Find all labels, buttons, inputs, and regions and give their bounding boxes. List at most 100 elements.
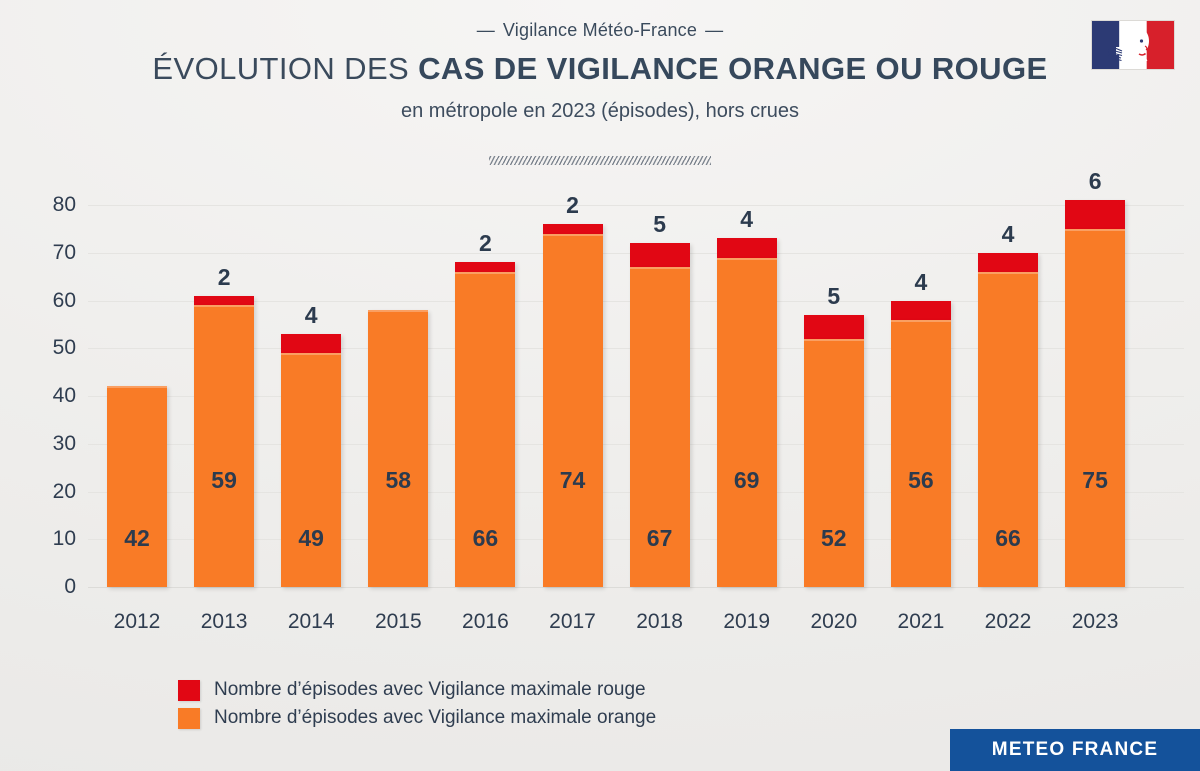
bar-segment-rouge-2014[interactable] (281, 333, 342, 354)
bar-value-rouge-2021: 4 (914, 268, 928, 295)
bar-segment-orange-2012[interactable] (107, 386, 167, 587)
hatched-divider (489, 156, 711, 165)
bar-value-rouge-2019: 4 (740, 206, 754, 233)
x-axis-tick-2019: 2019 (723, 610, 771, 633)
chart-kicker: — Vigilance Météo-France — (0, 20, 1200, 41)
gridline-0 (88, 587, 1184, 588)
bar-2018[interactable]: 67 5 (629, 211, 690, 587)
bar-value-rouge-2016: 2 (478, 230, 492, 257)
marianne-republique-francaise-logo (1091, 20, 1175, 70)
bar-2015[interactable]: 58 (368, 310, 429, 587)
x-axis-tick-2012: 2012 (113, 610, 161, 633)
bar-2014[interactable]: 49 4 (281, 302, 342, 587)
kicker-label: Vigilance Météo-France (502, 20, 698, 40)
legend-label-rouge: Nombre d’épisodes avec Vigilance maximal… (214, 679, 646, 700)
meteo-france-badge[interactable]: METEO FRANCE (950, 729, 1200, 771)
bar-value-orange-2023: 75 (1082, 466, 1108, 493)
bar-2022[interactable]: 66 4 (978, 221, 1038, 587)
gridline-80 (88, 205, 1184, 206)
bar-segment-rouge-2023[interactable] (1065, 200, 1126, 229)
bar-value-rouge-2023: 6 (1088, 168, 1102, 195)
bar-segment-rouge-2017[interactable] (542, 224, 603, 234)
bar-value-rouge-2013: 2 (217, 263, 231, 290)
title-regular: ÉVOLUTION DES (152, 51, 419, 86)
y-axis-tick-30: 30 (52, 431, 76, 455)
bar-segment-orange-2021[interactable] (890, 319, 951, 587)
x-axis-tick-2016: 2016 (462, 610, 509, 633)
y-axis-tick-60: 60 (52, 288, 76, 312)
bar-segment-orange-2018[interactable] (629, 267, 690, 587)
bar-segment-rouge-2022[interactable] (978, 252, 1038, 272)
y-axis-tick-10: 10 (52, 527, 76, 551)
x-axis-tick-2014: 2014 (287, 610, 335, 633)
legend-swatch-orange (178, 707, 200, 729)
bar-2023[interactable]: 75 6 (1065, 168, 1126, 587)
bar-value-orange-2014: 49 (298, 524, 324, 551)
y-axis-tick-20: 20 (52, 479, 76, 503)
x-axis-tick-2013: 2013 (200, 610, 248, 633)
title-bold: CAS DE VIGILANCE ORANGE OU ROUGE (418, 51, 1048, 86)
legend-item-orange[interactable]: Nombre d’épisodes avec Vigilance maximal… (178, 704, 656, 732)
bar-segment-orange-2016[interactable] (455, 271, 516, 587)
bar-segment-rouge-2018[interactable] (629, 243, 690, 268)
chart-legend: Nombre d’épisodes avec Vigilance maximal… (178, 676, 656, 732)
bar-segment-orange-2017[interactable] (542, 233, 603, 587)
bar-value-orange-2015: 58 (385, 466, 412, 493)
bar-value-rouge-2017: 2 (566, 192, 579, 219)
kicker-dash-right: — (705, 20, 724, 40)
bar-segment-orange-2022[interactable] (978, 271, 1038, 587)
bar-value-orange-2022: 66 (995, 525, 1021, 551)
bar-segment-orange-2013[interactable] (194, 305, 255, 587)
bar-2020[interactable]: 52 5 (803, 283, 864, 587)
page-subtitle: en métropole en 2023 (épisodes), hors cr… (400, 100, 799, 122)
bar-2017[interactable]: 74 2 (542, 192, 603, 587)
bar-2013[interactable]: 59 2 (194, 264, 255, 587)
y-axis-tick-40: 40 (52, 384, 76, 407)
bar-segment-rouge-2019[interactable] (716, 238, 777, 258)
x-axis-tick-2022: 2022 (984, 610, 1032, 633)
bar-segment-rouge-2013[interactable] (194, 295, 255, 306)
x-axis-tick-2018: 2018 (636, 610, 683, 633)
bar-2019[interactable]: 69 4 (716, 206, 777, 587)
x-axis-tick-2017: 2017 (549, 610, 596, 633)
page-title: ÉVOLUTION DES CAS DE VIGILANCE ORANGE OU… (0, 50, 1200, 88)
bar-value-orange-2012: 42 (124, 524, 150, 551)
bar-segment-orange-2020[interactable] (803, 338, 864, 587)
bar-2021[interactable]: 56 4 (890, 269, 951, 588)
bar-segment-rouge-2021[interactable] (890, 300, 951, 320)
marianne-logo-icon (1092, 21, 1174, 69)
x-axis-tick-2020: 2020 (810, 610, 858, 633)
legend-label-orange: Nombre d’épisodes avec Vigilance maximal… (214, 707, 657, 728)
y-axis-tick-80: 80 (52, 193, 76, 216)
kicker-dash-left: — (476, 20, 495, 40)
bar-value-orange-2021: 56 (908, 467, 934, 493)
x-axis-tick-2023: 2023 (1071, 610, 1119, 633)
bar-value-rouge-2014: 4 (304, 301, 318, 328)
bar-value-orange-2020: 52 (821, 524, 847, 551)
chart-header: — Vigilance Météo-France — ÉVOLUTION DES C… (0, 0, 1200, 165)
legend-item-rouge[interactable]: Nombre d’épisodes avec Vigilance maximal… (178, 676, 656, 704)
x-axis-tick-2015: 2015 (374, 610, 422, 633)
meteo-france-badge-label: METEO FRANCE (991, 739, 1159, 760)
bar-value-rouge-2018: 5 (653, 211, 666, 238)
bar-value-rouge-2020: 5 (827, 282, 841, 309)
bar-segment-rouge-2016[interactable] (455, 262, 516, 272)
y-axis-tick-70: 70 (52, 240, 76, 264)
bar-segment-orange-2019[interactable] (716, 257, 777, 587)
bar-2012[interactable]: 42 (107, 386, 167, 587)
bar-segment-rouge-2020[interactable] (803, 314, 864, 339)
bar-segment-orange-2015[interactable] (368, 310, 429, 587)
bar-value-orange-2016: 66 (472, 524, 499, 551)
y-axis-tick-0: 0 (64, 575, 76, 598)
y-axis-tick-50: 50 (52, 336, 76, 360)
bar-value-orange-2019: 69 (733, 466, 760, 493)
x-axis-tick-2021: 2021 (897, 610, 945, 633)
bar-segment-orange-2023[interactable] (1065, 228, 1126, 587)
bar-value-rouge-2022: 4 (1001, 220, 1015, 247)
bar-2016[interactable]: 66 2 (455, 230, 516, 587)
bar-value-orange-2013: 59 (211, 466, 237, 493)
bar-value-orange-2017: 74 (559, 466, 586, 493)
bar-segment-orange-2014[interactable] (281, 353, 342, 587)
